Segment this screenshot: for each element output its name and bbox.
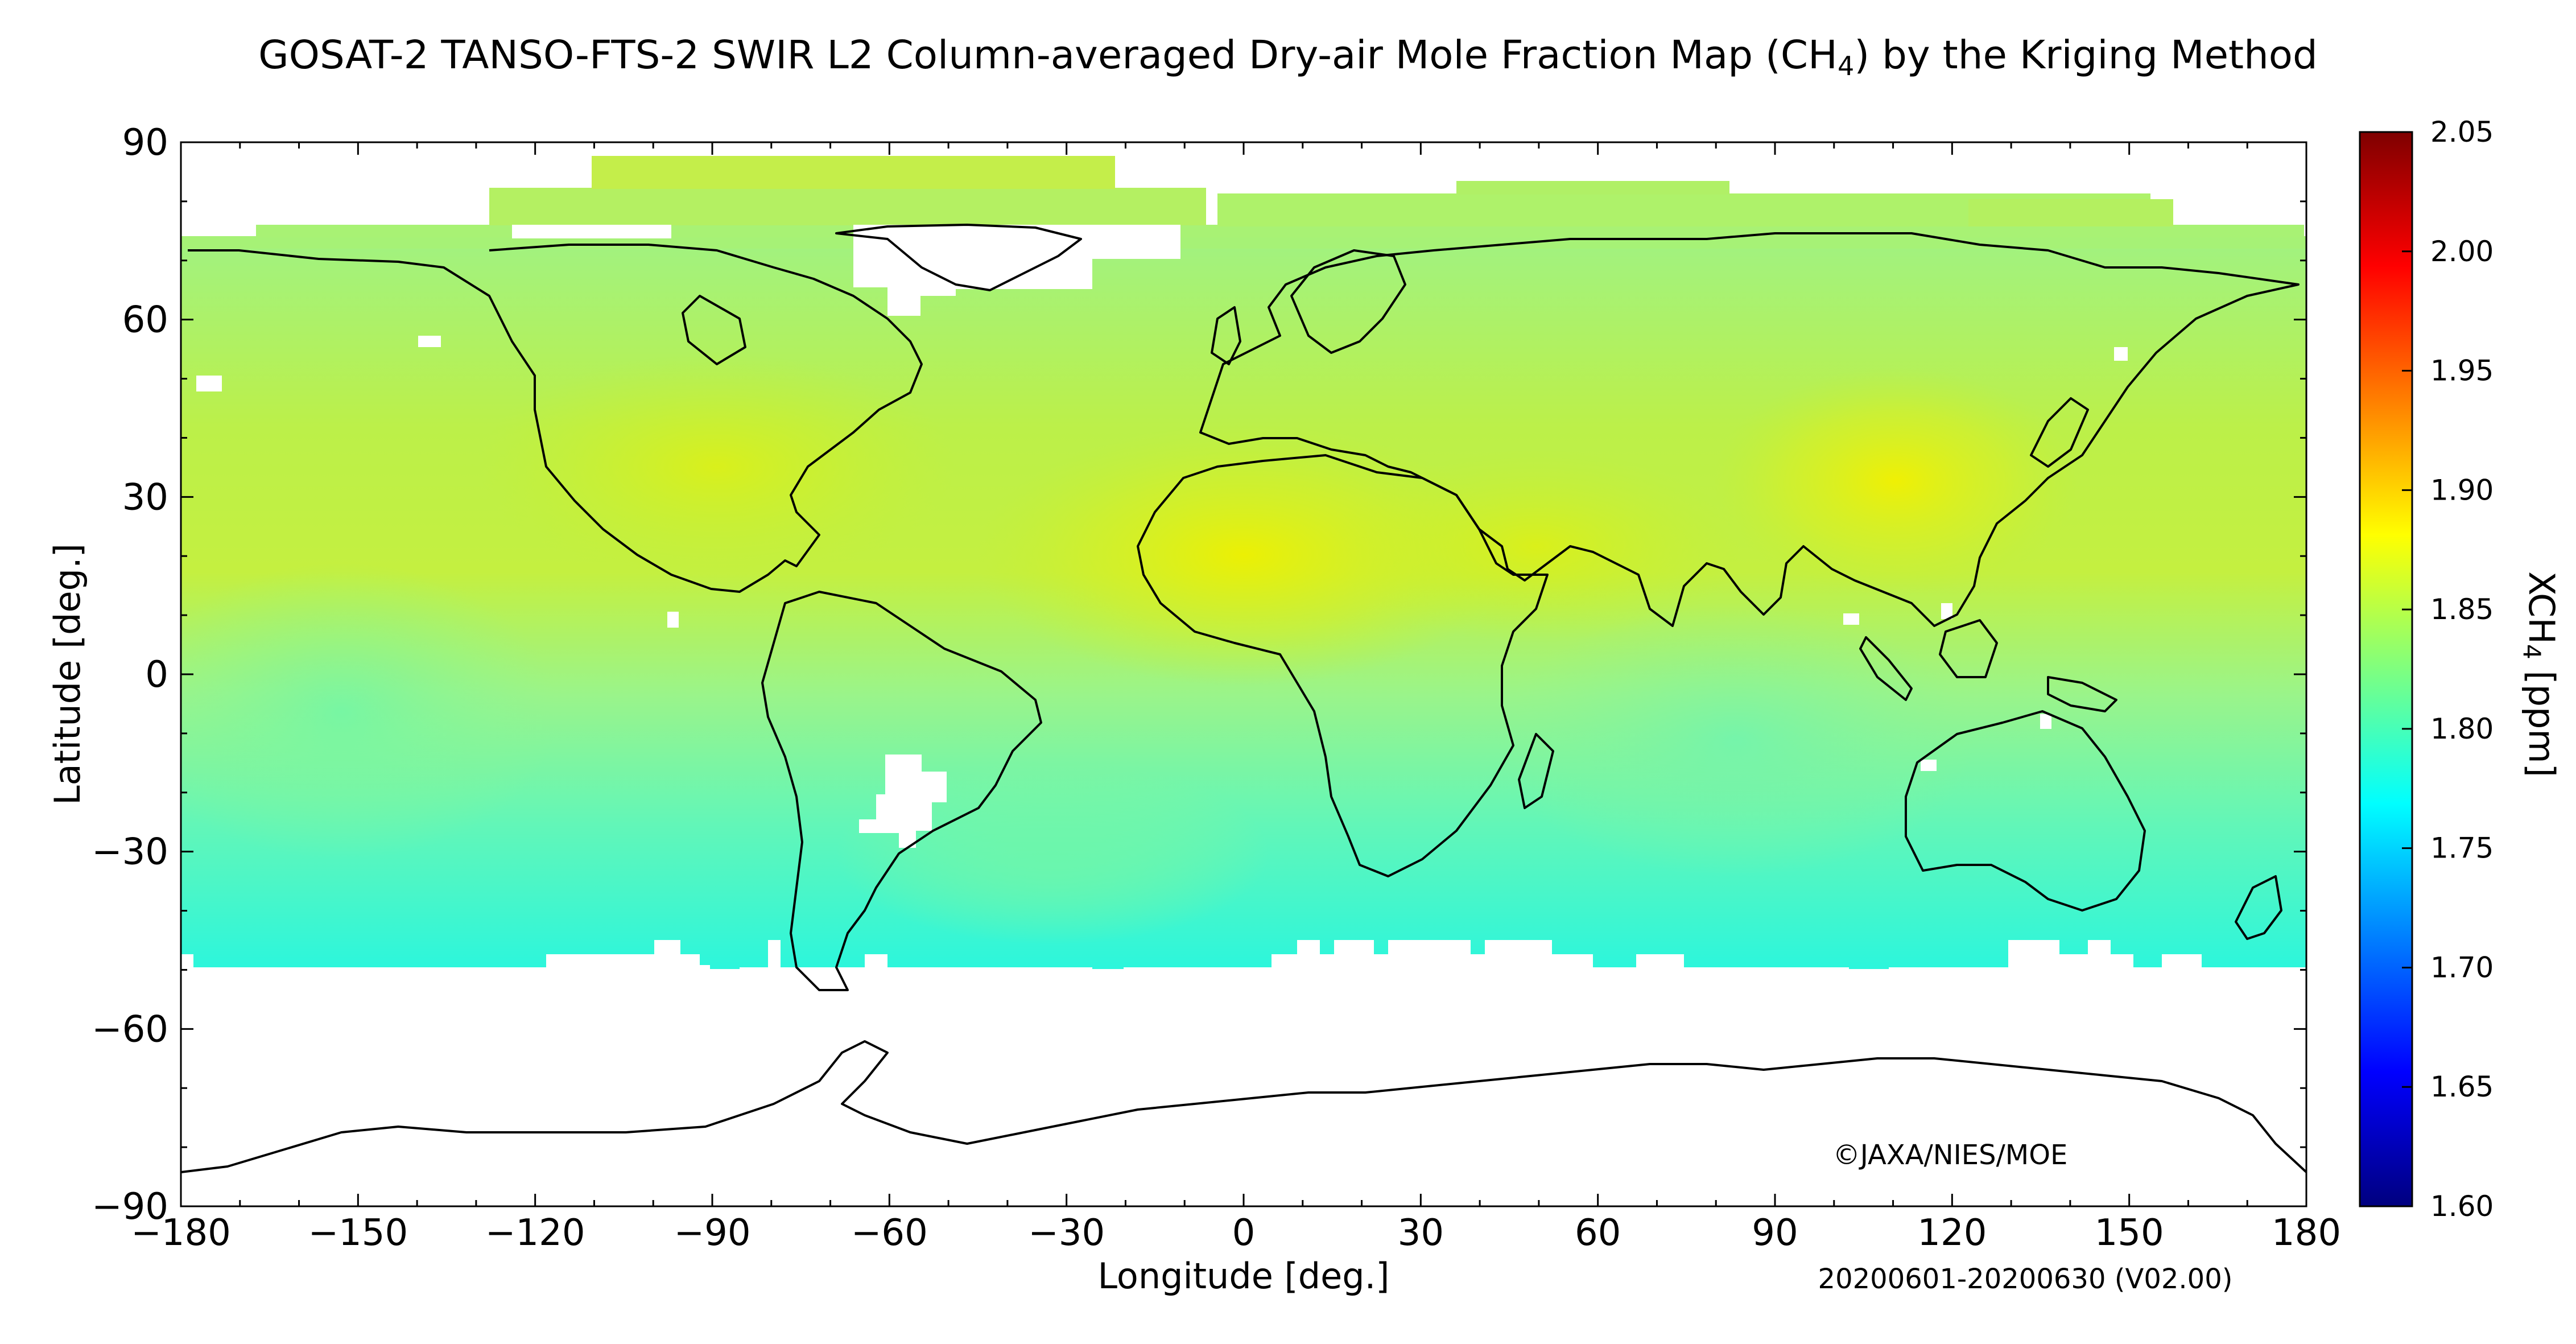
- x-tick-label: −180: [131, 1212, 231, 1254]
- field-hotspot-east-asia: [1714, 367, 2078, 595]
- y-tick-label: −30: [92, 831, 168, 873]
- y-tick-label: 90: [122, 122, 168, 164]
- x-axis: −180 −150 −120 −90 −60 −30 0 30 60 90 120 150 180: [131, 142, 2341, 1254]
- x-axis-label: Longitude [deg.]: [1097, 1255, 1389, 1297]
- field-arctic-strip: [592, 156, 1115, 189]
- coastline-borneo: [1939, 619, 1998, 678]
- coastline-australia: [1905, 710, 2146, 912]
- coastline-japan: [2030, 397, 2089, 468]
- field-low-central-pacific: [181, 563, 558, 859]
- field-gap: [418, 336, 441, 347]
- field-arctic-strip: [1968, 199, 2173, 226]
- field-gap: [1941, 603, 1952, 619]
- field-arctic-strip: [489, 188, 1206, 225]
- colorbar-tick-label: 1.80: [2430, 712, 2494, 745]
- copyright-label: ©JAXA/NIES/MOE: [1833, 1139, 2068, 1171]
- x-tick-label: 120: [1917, 1212, 1987, 1254]
- field-low-south-atlantic: [836, 762, 1269, 945]
- field-arctic-strip: [181, 236, 2306, 249]
- x-tick-label: 60: [1575, 1212, 1621, 1254]
- field-gap-arctic-canada: [512, 225, 671, 238]
- x-tick-label: 180: [2272, 1212, 2341, 1254]
- colorbar-tick-label: 1.85: [2430, 593, 2494, 626]
- coastline-antarctica: [181, 1040, 2306, 1173]
- y-tick-label: 0: [145, 654, 168, 696]
- coastline-madagascar: [1518, 733, 1554, 809]
- coastline-hudson-bay: [682, 295, 746, 365]
- coastline-scandinavia: [1290, 249, 1406, 354]
- field-gap: [667, 612, 679, 628]
- x-tick-label: 90: [1752, 1212, 1798, 1254]
- field-gap-greenland: [853, 225, 1180, 316]
- colorbar-tick-label: 2.05: [2430, 116, 2494, 149]
- x-tick-label: −90: [674, 1212, 750, 1254]
- colorbar-tick-label: 1.75: [2430, 832, 2494, 865]
- field-arctic-strip: [1456, 181, 1729, 195]
- field-gap-argentina: [859, 755, 947, 848]
- colorbar-tick-label: 1.60: [2430, 1190, 2494, 1223]
- coastline-sumatra: [1859, 636, 1913, 701]
- colorbar-tick-label: 1.90: [2430, 473, 2494, 506]
- colorbar-tick-label: 1.65: [2430, 1070, 2494, 1103]
- coastline-south-america: [761, 591, 1042, 991]
- colorbar-tick-label: 1.70: [2430, 951, 2494, 984]
- colorbar-ticks: 1.60 1.65 1.70 1.75 1.80 1.85 1.90 1.95 2.00 2.05: [2402, 116, 2494, 1223]
- field-gap: [196, 376, 222, 391]
- coastline-greenland: [835, 224, 1082, 291]
- field-gap-southern-edge: [181, 940, 2306, 1001]
- colorbar-label: XCH4 [ppm]: [2518, 571, 2562, 777]
- colorbar-tick-label: 1.95: [2430, 354, 2494, 387]
- field-hotspot-north-america: [478, 353, 956, 580]
- field-hotspot-middle-east: [1331, 450, 1741, 643]
- coastline-eurasia: [1199, 232, 2300, 627]
- coastline-new-guinea: [2047, 676, 2117, 712]
- field-gap: [1921, 760, 1937, 771]
- y-tick-label: 60: [122, 299, 168, 341]
- colorbar: [2359, 131, 2413, 1207]
- colorbar-tick-label: 2.00: [2430, 235, 2494, 268]
- y-axis-label: Latitude [deg.]: [47, 543, 88, 805]
- field-gap: [1843, 613, 1859, 625]
- y-tick-label: −90: [92, 1186, 168, 1228]
- x-tick-label: −150: [308, 1212, 408, 1254]
- methane-field: [181, 156, 2306, 1001]
- figure-title: GOSAT-2 TANSO-FTS-2 SWIR L2 Column-avera…: [258, 32, 2318, 81]
- field-low-indian-ocean: [1496, 603, 1974, 876]
- x-tick-label: −120: [485, 1212, 585, 1254]
- x-tick-label: 150: [2095, 1212, 2164, 1254]
- coastline-north-america: [188, 244, 923, 593]
- period-label: 20200601-20200630 (V02.00): [1818, 1263, 2233, 1295]
- field-gap: [2114, 347, 2128, 361]
- x-tick-label: −30: [1028, 1212, 1105, 1254]
- y-tick-label: −60: [92, 1008, 168, 1050]
- y-axis: −90 −60 −30 0 30 60 90: [92, 122, 2306, 1228]
- x-tick-label: 30: [1398, 1212, 1444, 1254]
- field-gap: [2040, 714, 2051, 729]
- x-tick-label: 0: [1232, 1212, 1256, 1254]
- y-tick-label: 30: [122, 476, 168, 518]
- x-tick-label: −60: [851, 1212, 928, 1254]
- coastlines: [181, 224, 2306, 1173]
- coastline-british-isles: [1211, 306, 1241, 365]
- coastline-new-zealand: [2235, 875, 2282, 940]
